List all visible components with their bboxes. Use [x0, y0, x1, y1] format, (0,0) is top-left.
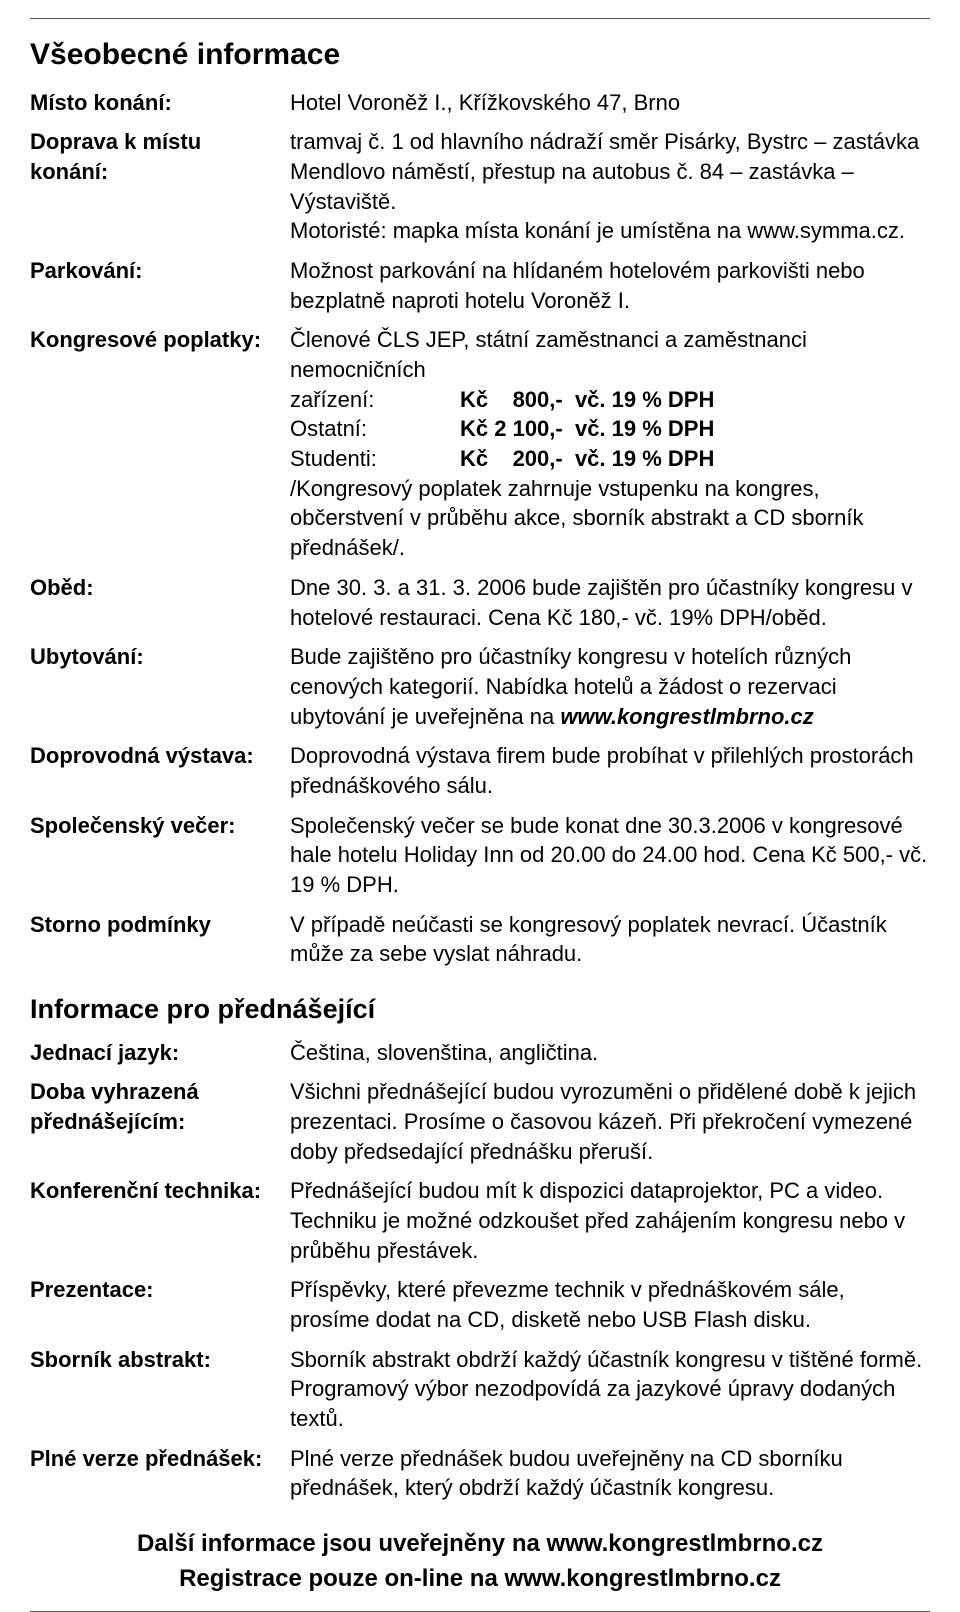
label-plne: Plné verze přednášek:: [30, 1444, 290, 1474]
label-jazyk: Jednací jazyk:: [30, 1038, 290, 1068]
poplatky-intro: Členové ČLS JEP, státní zaměstnanci a za…: [290, 327, 807, 382]
row-prezentace: Prezentace: Příspěvky, které převezme te…: [30, 1275, 930, 1334]
row-sbornik: Sborník abstrakt: Sborník abstrakt obdrž…: [30, 1345, 930, 1434]
fee3-price: Kč 200,- vč. 19 % DPH: [460, 444, 714, 474]
label-technika: Konferenční technika:: [30, 1176, 290, 1206]
footer-line-1: Další informace jsou uveřejněny na www.k…: [30, 1527, 930, 1562]
value-parkovani: Možnost parkování na hlídaném hotelovém …: [290, 256, 930, 315]
row-jazyk: Jednací jazyk: Čeština, slovenština, ang…: [30, 1038, 930, 1068]
row-plne: Plné verze přednášek: Plné verze přednáš…: [30, 1444, 930, 1503]
ubytovani-bold: www.kongrestlmbrno.cz: [560, 704, 813, 729]
value-plne: Plné verze přednášek budou uveřejněny na…: [290, 1444, 930, 1503]
row-parkovani: Parkování: Možnost parkování na hlídaném…: [30, 256, 930, 315]
label-ubytovani: Ubytování:: [30, 642, 290, 672]
value-technika: Přednášející budou mít k dispozici datap…: [290, 1176, 930, 1265]
value-vystava: Doprovodná výstava firem bude probíhat v…: [290, 741, 930, 800]
row-vecer: Společenský večer: Společenský večer se …: [30, 811, 930, 900]
value-doprava: tramvaj č. 1 od hlavního nádraží směr Pi…: [290, 127, 930, 246]
value-poplatky: Členové ČLS JEP, státní zaměstnanci a za…: [290, 325, 930, 563]
label-vystava: Doprovodná výstava:: [30, 741, 290, 771]
label-obed: Oběd:: [30, 573, 290, 603]
fee3-cat: Studenti:: [290, 444, 460, 474]
value-doba: Všichni přednášející budou vyrozuměni o …: [290, 1077, 930, 1166]
value-ubytovani: Bude zajištěno pro účastníky kongresu v …: [290, 642, 930, 731]
fee-line-2: Ostatní: Kč 2 100,- vč. 19 % DPH: [290, 414, 930, 444]
value-prezentace: Příspěvky, které převezme technik v před…: [290, 1275, 930, 1334]
fee2-price: Kč 2 100,- vč. 19 % DPH: [460, 414, 714, 444]
fee-line-1: zařízení: Kč 800,- vč. 19 % DPH: [290, 385, 930, 415]
value-vecer: Společenský večer se bude konat dne 30.3…: [290, 811, 930, 900]
row-storno: Storno podmínky V případě neúčasti se ko…: [30, 910, 930, 969]
row-vystava: Doprovodná výstava: Doprovodná výstava f…: [30, 741, 930, 800]
fee2-cat: Ostatní:: [290, 414, 460, 444]
label-storno: Storno podmínky: [30, 910, 290, 940]
label-prezentace: Prezentace:: [30, 1275, 290, 1305]
label-sbornik: Sborník abstrakt:: [30, 1345, 290, 1375]
label-doprava: Doprava k místu konání:: [30, 127, 290, 186]
footer-line-2: Registrace pouze on-line na www.kongrest…: [30, 1562, 930, 1597]
label-doba: Doba vyhrazená přednášejícím:: [30, 1077, 290, 1136]
value-obed: Dne 30. 3. a 31. 3. 2006 bude zajištěn p…: [290, 573, 930, 632]
label-poplatky: Kongresové poplatky:: [30, 325, 290, 355]
fee1-price: Kč 800,- vč. 19 % DPH: [460, 385, 714, 415]
top-rule: [30, 18, 930, 19]
label-vecer: Společenský večer:: [30, 811, 290, 841]
row-misto: Místo konání: Hotel Voroněž I., Křížkovs…: [30, 88, 930, 118]
row-obed: Oběd: Dne 30. 3. a 31. 3. 2006 bude zaji…: [30, 573, 930, 632]
value-storno: V případě neúčasti se kongresový poplate…: [290, 910, 930, 969]
row-doprava: Doprava k místu konání: tramvaj č. 1 od …: [30, 127, 930, 246]
fee-line-3: Studenti: Kč 200,- vč. 19 % DPH: [290, 444, 930, 474]
row-poplatky: Kongresové poplatky: Členové ČLS JEP, st…: [30, 325, 930, 563]
section2-title: Informace pro přednášející: [30, 991, 930, 1027]
footer-lines: Další informace jsou uveřejněny na www.k…: [30, 1527, 930, 1597]
row-ubytovani: Ubytování: Bude zajištěno pro účastníky …: [30, 642, 930, 731]
row-technika: Konferenční technika: Přednášející budou…: [30, 1176, 930, 1265]
poplatky-note: /Kongresový poplatek zahrnuje vstupenku …: [290, 474, 930, 563]
value-jazyk: Čeština, slovenština, angličtina.: [290, 1038, 930, 1068]
value-misto: Hotel Voroněž I., Křížkovského 47, Brno: [290, 88, 930, 118]
fee1-cat: zařízení:: [290, 385, 460, 415]
row-doba: Doba vyhrazená přednášejícím: Všichni př…: [30, 1077, 930, 1166]
value-sbornik: Sborník abstrakt obdrží každý účastník k…: [290, 1345, 930, 1434]
label-misto: Místo konání:: [30, 88, 290, 118]
label-parkovani: Parkování:: [30, 256, 290, 286]
section1-title: Všeobecné informace: [30, 35, 930, 76]
